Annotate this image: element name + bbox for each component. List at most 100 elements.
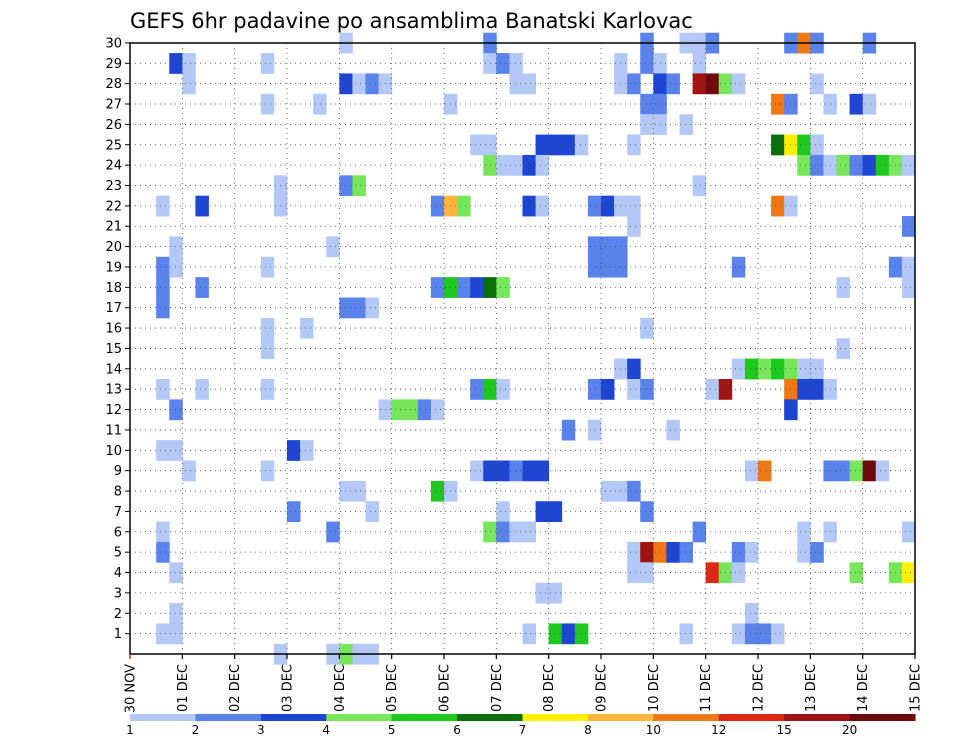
heatmap-cell <box>692 73 707 95</box>
heatmap-cell <box>810 379 824 400</box>
heatmap-cell <box>574 134 589 156</box>
heatmap-cell <box>339 175 353 197</box>
heatmap-cell <box>365 73 379 95</box>
heatmap-cell <box>744 460 759 482</box>
y-tick-label: 24 <box>105 159 122 174</box>
heatmap-cell <box>300 440 314 461</box>
heatmap-cell <box>731 256 746 278</box>
heatmap-cell <box>587 236 602 258</box>
y-tick-label: 6 <box>114 525 122 540</box>
heatmap-cell <box>522 195 536 217</box>
heatmap-cell <box>810 358 824 380</box>
heatmap-cell <box>849 562 864 584</box>
heatmap-cell <box>797 379 811 400</box>
heatmap-cell <box>509 53 523 74</box>
heatmap-cell <box>875 154 890 176</box>
colorbar-swatch <box>653 714 720 721</box>
heatmap-cell <box>601 379 615 400</box>
heatmap-cell <box>627 216 641 237</box>
heatmap-cell <box>470 134 484 156</box>
x-tick-label: 14 DEC <box>856 664 871 712</box>
heatmap-cell <box>731 358 746 380</box>
heatmap-cell <box>771 93 785 115</box>
heatmap-cell <box>771 134 785 156</box>
heatmap-cell <box>901 154 916 176</box>
heatmap-cell <box>901 256 916 278</box>
heatmap-cell <box>627 541 641 563</box>
heatmap-cell <box>731 562 746 584</box>
heatmap-cell <box>496 501 510 522</box>
heatmap-cell <box>470 379 484 400</box>
heatmap-cell <box>260 256 275 278</box>
heatmap-cell <box>260 93 275 115</box>
heatmap-cell <box>496 521 510 543</box>
heatmap-cell <box>404 399 419 421</box>
heatmap-cell <box>627 379 641 400</box>
heatmap-cell <box>509 460 523 482</box>
heatmap-cell <box>287 501 301 522</box>
heatmap-cell <box>195 195 209 217</box>
heatmap-cell <box>587 195 602 217</box>
x-tick-label: 04 DEC <box>333 664 348 712</box>
heatmap-cell <box>901 521 916 543</box>
heatmap-cell <box>430 480 445 502</box>
y-tick-label: 5 <box>114 546 122 561</box>
heatmap-cell <box>849 154 864 176</box>
heatmap-cell <box>483 53 497 74</box>
x-tick-label: 07 DEC <box>490 664 505 712</box>
colorbar-swatch <box>849 714 916 721</box>
colorbar-legend: 1 2 3 4 5 6 7 8 10 12 15 20 <box>126 714 916 737</box>
colorbar-tick-label: 7 <box>519 723 527 737</box>
heatmap-cell <box>849 460 864 482</box>
colorbar-tick-label: 10 <box>646 723 661 737</box>
heatmap-cells <box>156 32 916 665</box>
heatmap-cell <box>182 53 196 74</box>
heatmap-cell <box>156 277 170 298</box>
heatmap-cell <box>156 256 170 278</box>
heatmap-cell <box>627 195 641 217</box>
heatmap-cell <box>771 623 785 645</box>
heatmap-cell <box>797 358 811 380</box>
heatmap-cell <box>601 256 615 278</box>
heatmap-cell <box>627 73 641 95</box>
x-axis-ticks: 30 NOV 01 DEC 02 DEC 03 DEC 04 DEC 05 DEC 06 D… <box>124 654 924 713</box>
heatmap-cell <box>156 379 170 400</box>
colorbar-tick-label: 8 <box>584 723 592 737</box>
heatmap-cell <box>483 379 497 400</box>
heatmap-cell <box>522 623 536 645</box>
x-tick-label: 30 NOV <box>124 664 139 713</box>
y-tick-label: 16 <box>105 322 122 337</box>
heatmap-cell <box>627 134 641 156</box>
heatmap-cell <box>483 277 497 298</box>
y-tick-label: 19 <box>105 260 122 275</box>
heatmap-cell <box>352 175 366 197</box>
heatmap-cell <box>862 93 877 115</box>
heatmap-cell <box>300 317 314 339</box>
x-tick-label: 06 DEC <box>438 664 453 712</box>
y-tick-label: 22 <box>105 199 122 214</box>
heatmap-cell <box>744 358 759 380</box>
heatmap-cell <box>483 154 497 176</box>
heatmap-cell <box>509 154 523 176</box>
heatmap-cell <box>627 480 641 502</box>
heatmap-cell <box>535 501 550 522</box>
x-tick-label: 05 DEC <box>385 664 400 712</box>
x-tick-label: 10 DEC <box>647 664 662 712</box>
heatmap-cell <box>260 317 275 339</box>
y-axis-ticks: 1234567891011121314151617181920212223242… <box>105 36 130 642</box>
heatmap-cell <box>326 236 340 258</box>
heatmap-cell <box>679 114 693 135</box>
heatmap-cell <box>771 195 785 217</box>
heatmap-cell <box>640 501 654 522</box>
colorbar-tick-label: 15 <box>777 723 792 737</box>
heatmap-cell <box>901 562 916 584</box>
heatmap-cell <box>522 154 536 176</box>
x-tick-label: 13 DEC <box>804 664 819 712</box>
heatmap-cell <box>692 521 707 543</box>
heatmap-cell <box>758 460 772 482</box>
heatmap-cell <box>640 379 654 400</box>
heatmap-cell <box>627 562 641 584</box>
heatmap-cell <box>509 73 523 95</box>
heatmap-cell <box>666 419 680 441</box>
y-tick-label: 12 <box>105 403 122 418</box>
